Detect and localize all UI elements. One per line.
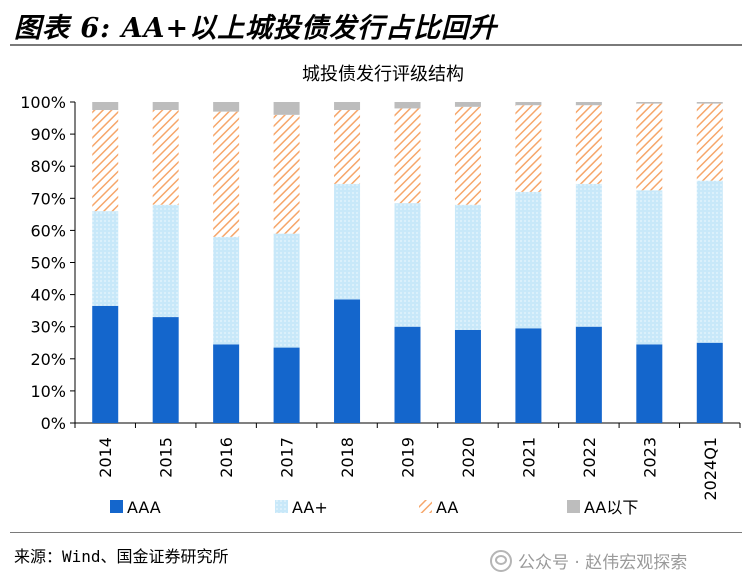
y-tick-label: 50% xyxy=(30,254,66,273)
bar-segment-2024Q1-AA以下 xyxy=(696,102,723,104)
bar-segment-2024Q1-AA+ xyxy=(696,180,723,343)
x-tick-label: 2020 xyxy=(459,437,478,478)
bar-segment-2015-AAA xyxy=(152,317,179,423)
title-divider xyxy=(10,44,742,46)
bar-segment-2017-AA+ xyxy=(273,233,300,348)
bar-segment-2018-AA+ xyxy=(334,183,361,300)
bar-segment-2015-AA xyxy=(152,110,179,205)
legend-label: AA以下 xyxy=(584,498,638,517)
bar-segment-2016-AAA xyxy=(213,344,240,423)
bar-segment-2015-AA以下 xyxy=(152,102,179,111)
x-tick-label: 2022 xyxy=(580,437,599,478)
bar-segment-2020-AA以下 xyxy=(454,102,481,107)
bar-segment-2016-AA以下 xyxy=(213,102,240,112)
y-tick-label: 70% xyxy=(30,189,66,208)
bar-segment-2022-AAA xyxy=(575,326,602,423)
x-tick-label: 2017 xyxy=(278,437,297,478)
legend-swatch xyxy=(275,500,288,513)
bar-segment-2014-AAA xyxy=(92,305,119,423)
legend-item-AA+: AA+ xyxy=(275,498,328,517)
bar-segment-2014-AA以下 xyxy=(92,102,119,111)
y-tick-label: 100% xyxy=(20,93,66,112)
bar-segment-2014-AA+ xyxy=(92,211,119,306)
bar-segment-2021-AA以下 xyxy=(515,102,542,106)
bar-segment-2021-AAA xyxy=(515,328,542,423)
legend-swatch xyxy=(567,500,580,513)
bar-segment-2019-AA以下 xyxy=(394,102,421,109)
bar-segment-2020-AAA xyxy=(454,329,481,423)
bar-segment-2017-AA xyxy=(273,114,300,234)
chart-title: 城投债发行评级结构 xyxy=(302,64,464,85)
bar-segment-2022-AA+ xyxy=(575,183,602,327)
legend-item-AA以下: AA以下 xyxy=(567,498,638,517)
bar-segment-2023-AAA xyxy=(636,344,663,423)
bar-segment-2021-AA+ xyxy=(515,191,542,329)
x-tick-label: 2018 xyxy=(338,437,357,478)
watermark-text: 公众号 · 赵伟宏观探索 xyxy=(518,553,688,573)
bar-segment-2019-AAA xyxy=(394,326,421,423)
legend-swatch xyxy=(419,500,432,513)
y-tick-label: 90% xyxy=(30,125,66,144)
bar-segment-2018-AAA xyxy=(334,299,361,423)
y-tick-label: 0% xyxy=(41,414,66,433)
legend-swatch xyxy=(110,500,123,513)
source-note: 来源：Wind、国金证券研究所 xyxy=(14,547,229,566)
bar-segment-2022-AA以下 xyxy=(575,102,602,106)
y-tick-label: 40% xyxy=(30,286,66,305)
bar-segment-2014-AA xyxy=(92,110,119,212)
bar-segment-2024Q1-AAA xyxy=(696,342,723,423)
wechat-icon xyxy=(490,549,512,572)
legend-item-AA: AA xyxy=(419,498,458,517)
x-tick-label: 2015 xyxy=(157,437,176,478)
legend-item-AAA: AAA xyxy=(110,498,161,517)
legend-label: AAA xyxy=(127,498,161,517)
bar-segment-2019-AA+ xyxy=(394,203,421,327)
figure-title: 图表 6: AA+以上城投债发行占比回升 xyxy=(14,13,498,44)
footer-divider xyxy=(10,532,742,533)
bar-segment-2023-AA+ xyxy=(636,190,663,345)
x-tick-label: 2014 xyxy=(96,437,115,478)
legend-label: AA xyxy=(436,498,458,517)
legend-label: AA+ xyxy=(292,498,328,517)
x-tick-label: 2023 xyxy=(640,437,659,478)
bar-segment-2022-AA xyxy=(575,105,602,184)
bar-segment-2021-AA xyxy=(515,105,542,192)
bar-segment-2023-AA以下 xyxy=(636,102,663,104)
bar-segment-2020-AA+ xyxy=(454,204,481,330)
bar-segment-2017-AA以下 xyxy=(273,102,300,115)
bar-segment-2015-AA+ xyxy=(152,204,179,318)
y-tick-label: 20% xyxy=(30,350,66,369)
bar-segment-2018-AA以下 xyxy=(334,102,361,111)
bar-segment-2020-AA xyxy=(454,106,481,205)
x-tick-label: 2021 xyxy=(519,437,538,478)
watermark: 公众号 · 赵伟宏观探索 xyxy=(490,548,687,573)
x-tick-label: 2024Q1 xyxy=(701,437,720,501)
bar-segment-2023-AA xyxy=(636,103,663,191)
x-tick-label: 2019 xyxy=(399,437,418,478)
bar-segment-2018-AA xyxy=(334,110,361,184)
bar-segment-2016-AA+ xyxy=(213,236,240,345)
y-tick-label: 60% xyxy=(30,221,66,240)
bar-segment-2024Q1-AA xyxy=(696,103,723,181)
x-tick-label: 2016 xyxy=(217,437,236,478)
y-tick-label: 80% xyxy=(30,157,66,176)
y-tick-label: 10% xyxy=(30,382,66,401)
y-tick-label: 30% xyxy=(30,318,66,337)
bar-segment-2019-AA xyxy=(394,108,421,204)
bar-segment-2017-AAA xyxy=(273,347,300,423)
bar-segment-2016-AA xyxy=(213,111,240,237)
